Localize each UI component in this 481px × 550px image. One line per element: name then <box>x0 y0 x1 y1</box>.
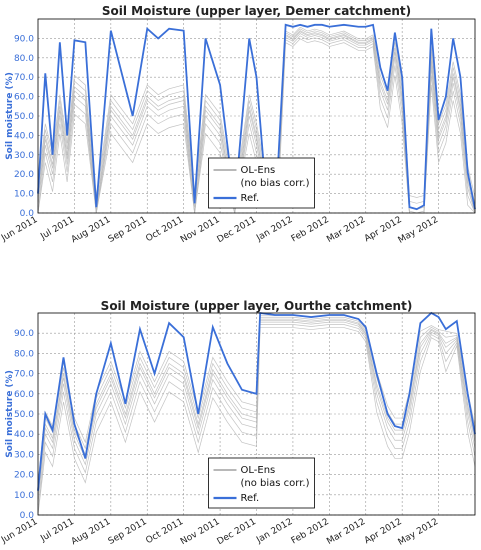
legend-ens-sublabel: (no bias corr.) <box>241 478 310 489</box>
plot-frame <box>37 18 476 214</box>
chart-title: Soil Moisture (upper layer, Demer catchm… <box>102 4 411 18</box>
ensemble-member-line <box>37 319 476 499</box>
y-tick-label: 80.0 <box>14 349 34 359</box>
legend-ref-label: Ref. <box>241 493 260 504</box>
x-tick-label: Mar 2012 <box>325 517 367 547</box>
x-tick-label: Dec 2011 <box>216 215 258 245</box>
y-tick-label: 40.0 <box>14 131 34 141</box>
legend-ref-label: Ref. <box>241 193 260 204</box>
y-tick-label: 60.0 <box>14 390 34 400</box>
ensemble-member-line <box>37 324 476 514</box>
x-tick-label: Jan 2012 <box>254 517 294 546</box>
legend-ens-sublabel: (no bias corr.) <box>241 178 310 189</box>
ensemble-member-line <box>37 28 476 204</box>
legend-box <box>208 157 315 209</box>
ensemble-member-line <box>37 318 476 495</box>
y-tick-label: 70.0 <box>14 370 34 380</box>
y-tick-label: 80.0 <box>14 54 34 64</box>
ensemble-member-line <box>37 327 476 516</box>
legend-ens-label: OL-Ens <box>241 465 276 476</box>
legend-ens-label: OL-Ens <box>241 165 276 176</box>
x-tick-label: Aug 2011 <box>70 215 113 245</box>
y-tick-label: 10.0 <box>14 491 34 501</box>
chart-panel-2: Soil Moisture (upper layer, Ourthe catch… <box>0 299 476 548</box>
y-tick-label: 70.0 <box>14 73 34 83</box>
y-tick-label: 10.0 <box>14 190 34 200</box>
x-tick-label: Sep 2011 <box>107 215 149 245</box>
y-tick-label: 90.0 <box>14 329 34 339</box>
y-tick-label: 0.0 <box>20 511 35 521</box>
ensemble-member-line <box>37 26 476 198</box>
x-tick-label: Jan 2012 <box>254 215 294 244</box>
ref-series-line <box>37 311 476 491</box>
ensemble-member-line <box>37 316 476 489</box>
y-tick-label: 40.0 <box>14 430 34 440</box>
chart-title: Soil Moisture (upper layer, Ourthe catch… <box>101 299 413 313</box>
y-tick-label: 60.0 <box>14 93 34 103</box>
x-tick-label: Feb 2012 <box>290 517 331 547</box>
x-tick-label: May 2012 <box>397 215 440 246</box>
x-tick-label: Feb 2012 <box>290 215 331 245</box>
x-tick-label: Mar 2012 <box>325 215 367 245</box>
legend-box <box>208 457 315 509</box>
chart-panel-1: Soil Moisture (upper layer, Demer catchm… <box>0 4 476 246</box>
ensemble-member-line <box>37 321 476 505</box>
y-tick-label: 0.0 <box>20 209 35 219</box>
y-tick-label: 90.0 <box>14 34 34 44</box>
y-tick-label: 50.0 <box>14 410 34 420</box>
y-tick-label: 20.0 <box>14 170 34 180</box>
legend: OL-Ens (no bias corr.) Ref. <box>208 457 315 509</box>
y-tick-label: 50.0 <box>14 112 34 122</box>
x-tick-label: Jun 2011 <box>0 215 39 244</box>
x-tick-label: Sep 2011 <box>107 517 149 547</box>
x-tick-label: Nov 2011 <box>179 517 222 547</box>
x-tick-label: Oct 2011 <box>144 517 185 546</box>
x-tick-label: Nov 2011 <box>179 215 222 245</box>
x-tick-label: May 2012 <box>397 517 440 548</box>
y-axis-label: Soil moisture (%) <box>5 72 15 160</box>
y-tick-label: 20.0 <box>14 471 34 481</box>
legend: OL-Ens (no bias corr.) Ref. <box>208 157 315 209</box>
ref-series-line <box>37 23 476 211</box>
x-tick-label: Dec 2011 <box>216 517 258 547</box>
plot-frame <box>37 312 476 516</box>
y-axis-label: Soil moisture (%) <box>5 370 15 458</box>
y-tick-label: 30.0 <box>14 151 34 161</box>
x-tick-label: Oct 2011 <box>144 215 185 244</box>
y-tick-label: 30.0 <box>14 450 34 460</box>
x-tick-label: Aug 2011 <box>70 517 113 547</box>
x-tick-label: Jun 2011 <box>0 517 39 546</box>
